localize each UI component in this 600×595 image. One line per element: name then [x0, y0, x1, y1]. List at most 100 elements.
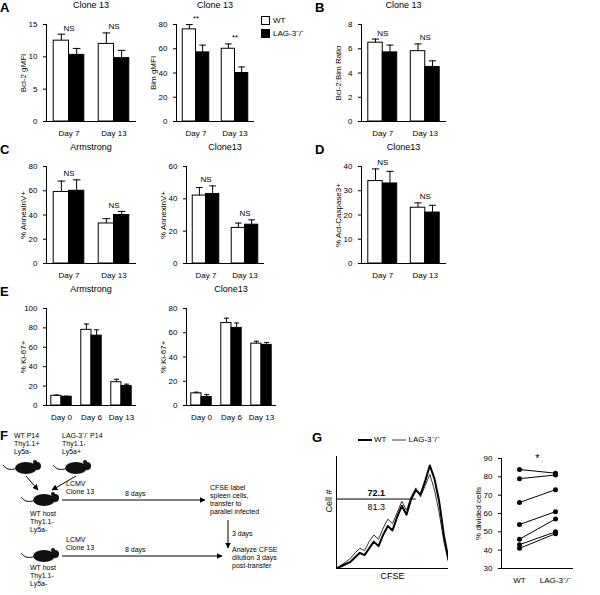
svg-text:NS: NS	[108, 201, 119, 210]
svg-text:0: 0	[348, 117, 353, 126]
svg-text:15: 15	[29, 20, 38, 29]
svg-text:% AnnexinV+: % AnnexinV+	[159, 191, 168, 239]
svg-text:*: *	[535, 452, 540, 464]
svg-text:LAG-3⁻/⁻: LAG-3⁻/⁻	[540, 576, 571, 585]
svg-text:Day 13: Day 13	[413, 129, 439, 138]
svg-text:40: 40	[159, 69, 168, 78]
svg-text:20: 20	[159, 93, 168, 102]
svg-text:2: 2	[348, 93, 353, 102]
svg-text:Thy1.1+: Thy1.1+	[14, 440, 40, 448]
svg-text:Clone 13: Clone 13	[66, 544, 94, 551]
svg-text:8 days: 8 days	[125, 490, 146, 498]
svg-text:NS: NS	[420, 192, 431, 201]
svg-text:post-transfer: post-transfer	[232, 562, 272, 570]
svg-text:Day 13: Day 13	[232, 271, 258, 280]
svg-text:10: 10	[29, 52, 38, 61]
svg-text:Day 7: Day 7	[186, 129, 207, 138]
svg-text:0: 0	[173, 259, 178, 268]
svg-text:Thy1.1-: Thy1.1-	[62, 440, 86, 448]
svg-text:80: 80	[484, 472, 493, 481]
svg-text:60: 60	[169, 328, 178, 337]
svg-text:Bcl-2 gMFI: Bcl-2 gMFI	[19, 54, 28, 93]
svg-text:WT host: WT host	[30, 564, 56, 571]
svg-text:NS: NS	[63, 24, 74, 33]
svg-text:transfer to: transfer to	[210, 500, 242, 507]
svg-text:Day 7: Day 7	[372, 271, 393, 280]
svg-text:8 days: 8 days	[125, 546, 146, 554]
svg-text:5: 5	[33, 85, 38, 94]
svg-text:**: **	[193, 14, 199, 23]
svg-text:Day 7: Day 7	[59, 271, 80, 280]
svg-text:0: 0	[33, 259, 38, 268]
svg-text:0: 0	[173, 401, 178, 410]
svg-text:Day 13: Day 13	[109, 413, 135, 422]
svg-text:0: 0	[33, 117, 38, 126]
svg-text:Cell #: Cell #	[324, 489, 334, 512]
svg-text:Thy1.1-: Thy1.1-	[30, 518, 54, 526]
svg-text:Day 13: Day 13	[101, 129, 127, 138]
svg-text:% Ki-67+: % Ki-67+	[159, 340, 168, 373]
svg-text:Bcl-2:Bim Ratio: Bcl-2:Bim Ratio	[334, 45, 343, 101]
svg-text:60: 60	[159, 44, 168, 53]
svg-text:dilution 3 days: dilution 3 days	[232, 554, 277, 562]
svg-text:% AnnexinV+: % AnnexinV+	[19, 191, 28, 239]
svg-text:10: 10	[344, 235, 353, 244]
svg-text:60: 60	[29, 186, 38, 195]
svg-text:40: 40	[169, 353, 178, 362]
svg-text:% divided cells: % divided cells	[474, 487, 483, 540]
svg-text:20: 20	[169, 227, 178, 236]
svg-text:CFSE: CFSE	[380, 571, 404, 581]
svg-text:0: 0	[348, 259, 353, 268]
svg-text:Analyze CFSE: Analyze CFSE	[232, 546, 278, 554]
svg-text:60: 60	[484, 509, 493, 518]
svg-text:NS: NS	[200, 175, 211, 184]
svg-text:LCMV: LCMV	[66, 536, 86, 543]
svg-text:80: 80	[29, 323, 38, 332]
svg-text:8: 8	[348, 20, 353, 29]
svg-text:90: 90	[484, 454, 493, 463]
svg-text:40: 40	[484, 546, 493, 555]
svg-text:20: 20	[29, 235, 38, 244]
svg-text:40: 40	[29, 362, 38, 371]
svg-text:30: 30	[484, 564, 493, 573]
svg-text:60: 60	[29, 343, 38, 352]
svg-text:Thy1.1-: Thy1.1-	[30, 572, 54, 580]
svg-text:NS: NS	[377, 29, 388, 38]
svg-text:NS: NS	[420, 33, 431, 42]
svg-text:Day 6: Day 6	[221, 413, 242, 422]
svg-text:6: 6	[348, 44, 353, 53]
svg-text:Day 0: Day 0	[191, 413, 212, 422]
svg-text:Ly5a-: Ly5a-	[30, 526, 48, 534]
svg-text:81.3: 81.3	[367, 502, 385, 512]
svg-text:20: 20	[29, 382, 38, 391]
svg-text:% Act-Caspase3+: % Act-Caspase3+	[334, 183, 343, 247]
svg-text:Day 13: Day 13	[222, 129, 248, 138]
svg-text:spleen cells,: spleen cells,	[210, 492, 249, 500]
svg-text:LCMV: LCMV	[66, 480, 86, 487]
svg-text:0: 0	[33, 401, 38, 410]
svg-text:Bim gMFI: Bim gMFI	[149, 56, 158, 90]
svg-text:40: 40	[344, 162, 353, 171]
svg-text:50: 50	[484, 527, 493, 536]
svg-text:40: 40	[169, 194, 178, 203]
svg-text:NS: NS	[63, 169, 74, 178]
svg-text:Day 0: Day 0	[51, 413, 72, 422]
svg-text:Ly5a-: Ly5a-	[14, 448, 32, 456]
svg-text:LAG-3⁻/⁻ P14: LAG-3⁻/⁻ P14	[62, 432, 103, 439]
svg-text:40: 40	[29, 211, 38, 220]
svg-text:0: 0	[163, 117, 168, 126]
svg-text:72.1: 72.1	[367, 488, 385, 498]
svg-text:80: 80	[29, 162, 38, 171]
svg-text:Day 13: Day 13	[413, 271, 439, 280]
svg-text:Day 6: Day 6	[81, 413, 102, 422]
svg-text:Ly5a-: Ly5a-	[30, 580, 48, 588]
svg-text:4: 4	[348, 69, 353, 78]
svg-text:Day 13: Day 13	[249, 413, 275, 422]
svg-text:CFSE label: CFSE label	[210, 484, 246, 491]
svg-text:80: 80	[159, 20, 168, 29]
svg-text:Day 7: Day 7	[372, 129, 393, 138]
svg-text:100: 100	[24, 304, 38, 313]
svg-text:Ly5a+: Ly5a+	[62, 448, 81, 456]
svg-text:Day 7: Day 7	[196, 271, 217, 280]
svg-text:30: 30	[344, 186, 353, 195]
